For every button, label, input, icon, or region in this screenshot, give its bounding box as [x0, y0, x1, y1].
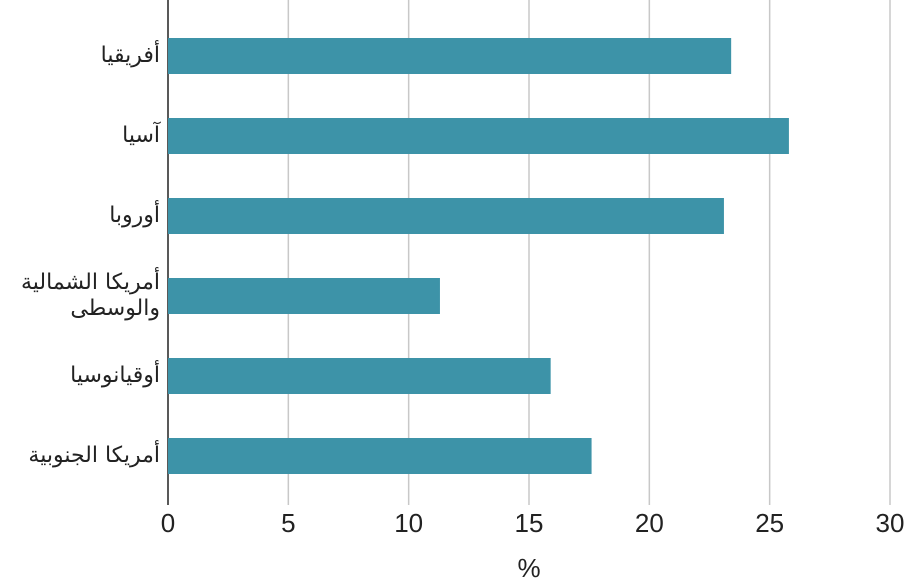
x-tick-label: 10 — [394, 508, 423, 538]
y-tick-label: أوروبا — [109, 203, 160, 228]
bar — [168, 358, 551, 394]
y-tick-label: أمريكا الجنوبية — [28, 443, 160, 468]
y-tick-label: أمريكا الشمالية والوسطى — [20, 270, 160, 321]
y-tick-label: آسيا — [122, 123, 160, 148]
x-tick-label: 0 — [161, 508, 175, 538]
x-axis-label: % — [517, 553, 540, 582]
x-tick-label: 25 — [755, 508, 784, 538]
bar — [168, 198, 724, 234]
y-tick-label: أوقيانوسيا — [70, 363, 160, 388]
bar — [168, 438, 592, 474]
x-tick-label: 15 — [515, 508, 544, 538]
x-tick-label: 20 — [635, 508, 664, 538]
x-tick-label: 5 — [281, 508, 295, 538]
x-tick-label: 30 — [876, 508, 905, 538]
bar — [168, 118, 789, 154]
y-tick-label: أفريقيا — [100, 43, 160, 68]
bar — [168, 38, 732, 74]
bar — [168, 278, 440, 314]
